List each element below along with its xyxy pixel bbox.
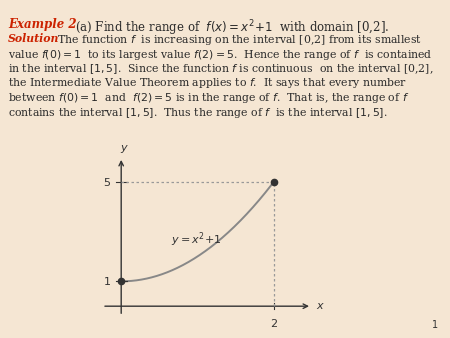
Text: value $f(0) = 1$  to its largest value $f(2) = 5$.  Hence the range of $f$  is c: value $f(0) = 1$ to its largest value $f… xyxy=(8,48,432,62)
Text: 1: 1 xyxy=(432,320,438,330)
Text: $5$: $5$ xyxy=(104,176,111,188)
Text: $y$: $y$ xyxy=(120,143,129,154)
Text: between $f(0) = 1$  and  $f(2) = 5$ is in the range of $f$.  That is, the range : between $f(0) = 1$ and $f(2) = 5$ is in … xyxy=(8,91,409,105)
Text: Example 2: Example 2 xyxy=(8,18,76,31)
Text: $y = x^2\!+\!1$: $y = x^2\!+\!1$ xyxy=(171,231,222,249)
Text: $1$: $1$ xyxy=(104,275,111,287)
Text: (a) Find the range of  $f(x) = x^2\!+\!1$  with domain [0,2].: (a) Find the range of $f(x) = x^2\!+\!1$… xyxy=(75,18,389,38)
Text: contains the interval $[1,5]$.  Thus the range of $f$  is the interval $[1,5]$.: contains the interval $[1,5]$. Thus the … xyxy=(8,105,387,120)
Text: $2$: $2$ xyxy=(270,317,278,329)
Text: Solution: Solution xyxy=(8,33,59,44)
Text: the Intermediate Value Theorem applies to $f$.  It says that every number: the Intermediate Value Theorem applies t… xyxy=(8,76,407,91)
Text: $x$: $x$ xyxy=(316,301,324,311)
Text: in the interval $[1,5]$.  Since the function $f$ is continuous  on the interval : in the interval $[1,5]$. Since the funct… xyxy=(8,62,433,76)
Text: The function $f$  is increasing on the interval [0,2] from its smallest: The function $f$ is increasing on the in… xyxy=(57,33,422,47)
